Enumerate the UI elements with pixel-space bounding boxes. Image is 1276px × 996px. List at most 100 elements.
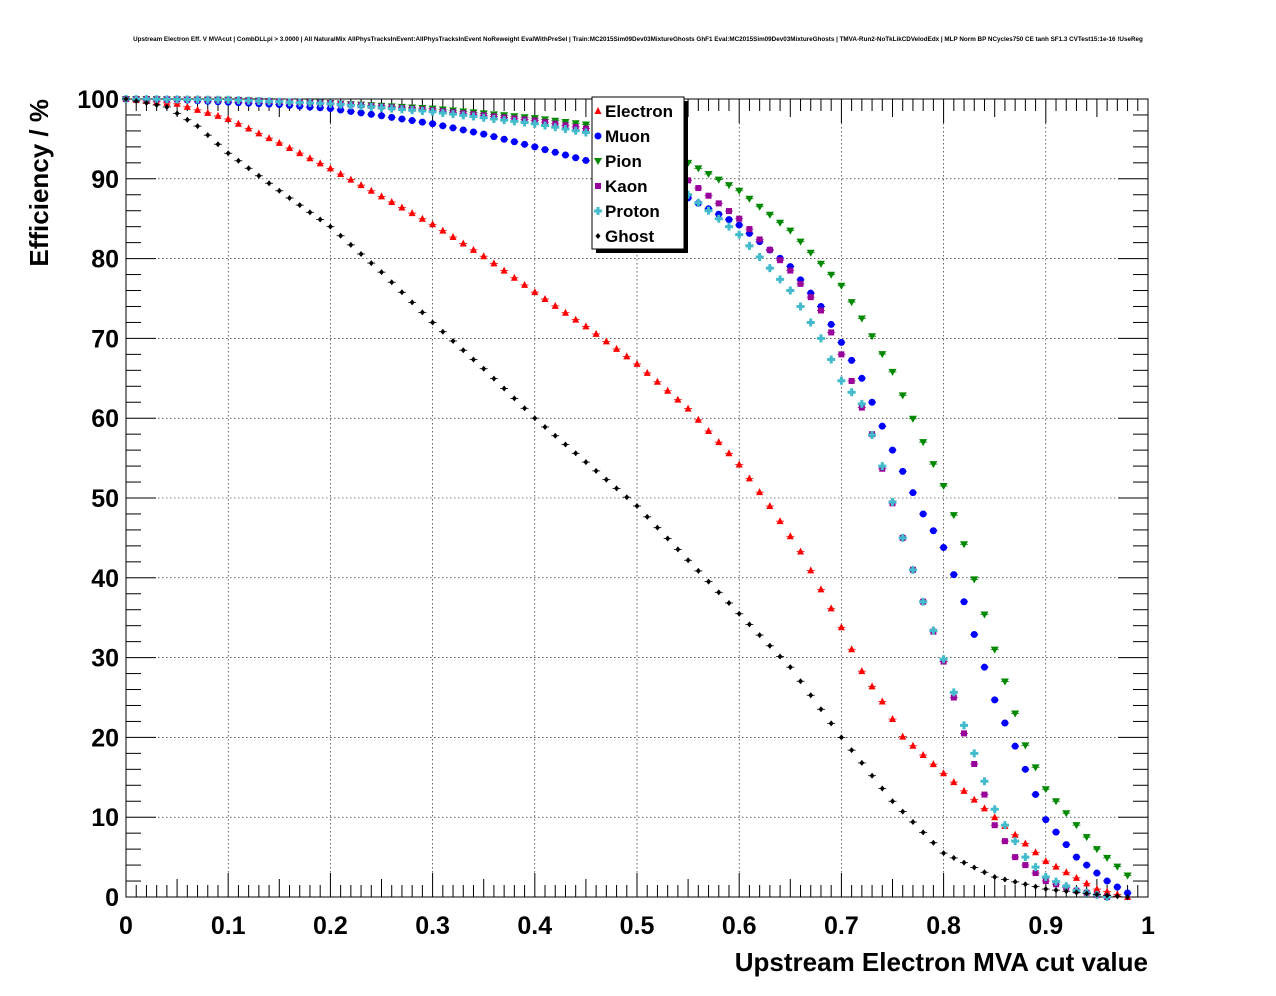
data-point (469, 128, 477, 136)
data-point (685, 177, 692, 184)
data-point (909, 489, 917, 497)
data-point (970, 630, 978, 638)
data-point (500, 266, 508, 274)
data-point (316, 99, 325, 108)
data-point (1031, 764, 1040, 772)
data-point (624, 494, 630, 501)
data-point (1012, 854, 1019, 861)
data-point (684, 404, 692, 412)
data-point (1062, 882, 1071, 891)
legend-marker (594, 207, 602, 215)
data-point (490, 133, 498, 141)
data-point (767, 642, 773, 649)
data-point (1052, 798, 1061, 806)
data-point (581, 128, 590, 137)
data-point (603, 476, 609, 483)
data-point (1001, 719, 1009, 727)
data-point (602, 337, 610, 345)
data-point (827, 320, 835, 328)
data-point (766, 501, 774, 509)
data-point (510, 273, 518, 281)
data-point (542, 423, 548, 430)
data-point (725, 208, 732, 215)
data-point (409, 299, 415, 306)
data-point (367, 110, 375, 118)
data-point (399, 289, 405, 296)
data-point (765, 211, 774, 219)
data-point (980, 777, 989, 786)
data-point (714, 176, 723, 184)
data-point (1033, 883, 1039, 890)
data-point (787, 267, 794, 274)
data-point (173, 95, 182, 104)
x-tick-label: 0 (119, 912, 133, 940)
data-point (808, 692, 814, 699)
data-point (848, 645, 856, 653)
data-point (1123, 872, 1132, 880)
data-point (674, 395, 682, 403)
data-point (297, 202, 303, 209)
data-point (736, 215, 743, 222)
data-point (1053, 887, 1059, 894)
x-tick-label: 0.5 (620, 912, 655, 940)
data-point (347, 175, 355, 183)
data-point (755, 253, 764, 262)
data-point (746, 621, 752, 628)
data-point (827, 355, 836, 364)
data-point (164, 103, 170, 110)
data-point (358, 250, 364, 257)
data-point (561, 308, 569, 316)
data-point (623, 352, 631, 360)
data-point (235, 157, 241, 164)
data-point (776, 219, 785, 227)
data-point (857, 399, 866, 408)
data-point (950, 571, 958, 579)
data-point (960, 721, 969, 730)
data-point (868, 333, 877, 341)
data-point (694, 198, 703, 207)
data-point (695, 567, 701, 574)
x-tick-label: 0.2 (313, 912, 348, 940)
data-point (1032, 870, 1039, 877)
data-point (1092, 846, 1101, 854)
data-point (459, 239, 467, 247)
data-point (1062, 810, 1071, 818)
data-point (346, 101, 355, 110)
data-point (367, 186, 375, 194)
data-point (520, 118, 529, 127)
data-point (757, 632, 763, 639)
data-point (970, 749, 979, 758)
data-point (991, 813, 999, 821)
data-point (725, 216, 733, 224)
data-point (940, 769, 948, 777)
data-point (704, 171, 713, 179)
data-point (541, 121, 550, 130)
data-point (561, 151, 569, 159)
legend-marker (594, 132, 602, 140)
data-point (960, 598, 968, 606)
data-point (214, 111, 222, 119)
data-point (828, 720, 834, 727)
data-point (1021, 839, 1029, 847)
data-point (919, 597, 928, 606)
data-point (889, 715, 896, 723)
y-tick-label: 80 (91, 246, 119, 274)
data-point (634, 502, 640, 509)
data-point (878, 697, 886, 705)
data-point (1114, 893, 1120, 900)
y-tick-label: 60 (91, 405, 119, 433)
data-point (430, 319, 436, 326)
data-point (449, 124, 457, 132)
data-point (286, 143, 294, 151)
data-point (1000, 821, 1009, 830)
data-point (970, 795, 978, 803)
data-point (614, 485, 620, 492)
data-point (205, 132, 211, 139)
data-point (817, 585, 825, 593)
data-point (1052, 828, 1060, 836)
data-point (705, 426, 713, 434)
data-point (541, 294, 549, 302)
data-point (705, 192, 712, 199)
data-point (910, 818, 916, 825)
data-point (398, 115, 406, 123)
